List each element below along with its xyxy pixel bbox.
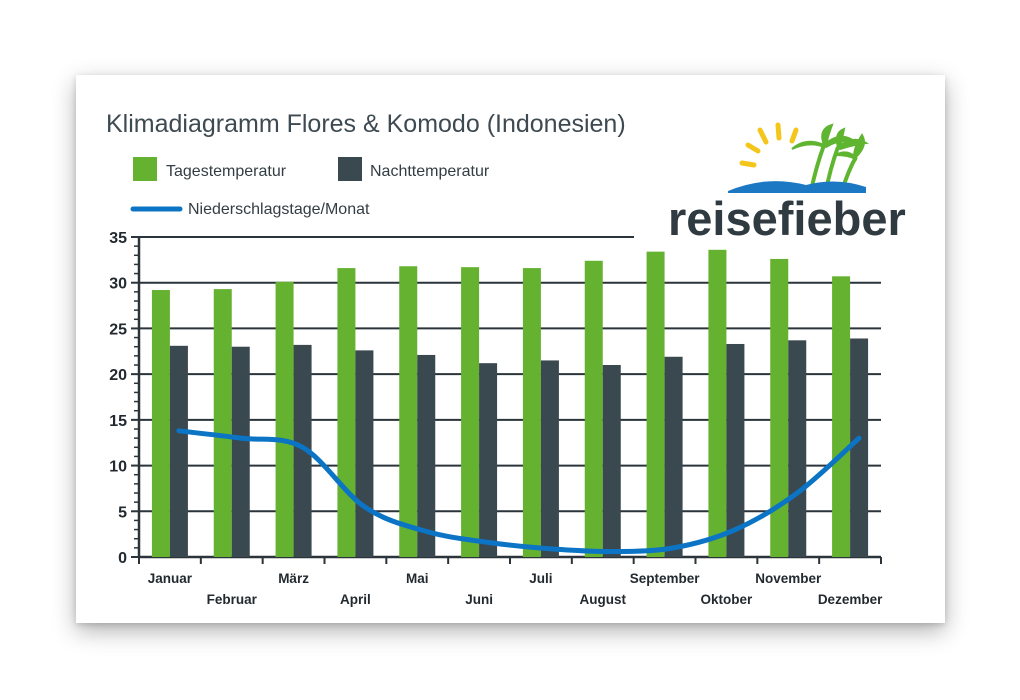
bar-night-temp bbox=[602, 365, 621, 557]
bar-day-temp bbox=[461, 267, 480, 557]
legend-swatch-day bbox=[133, 157, 157, 181]
legend-label-night: Nachttemperatur bbox=[370, 163, 490, 180]
bar-night-temp bbox=[850, 338, 869, 557]
x-category-label: Januar bbox=[148, 571, 193, 586]
y-tick-label: 30 bbox=[109, 276, 127, 293]
bar-day-temp bbox=[584, 260, 603, 557]
rain-days-line bbox=[176, 428, 862, 555]
x-category-label: Oktober bbox=[701, 592, 754, 607]
bar-night-temp bbox=[479, 363, 498, 557]
x-category-label: August bbox=[580, 592, 627, 607]
bar-night-temp bbox=[726, 343, 745, 557]
x-category-label: Dezember bbox=[818, 592, 883, 607]
bar-night-temp bbox=[664, 356, 683, 557]
x-category-label: März bbox=[278, 571, 309, 586]
bar-night-temp bbox=[540, 360, 559, 557]
bar-day-temp bbox=[646, 251, 665, 557]
rain-line bbox=[176, 428, 862, 555]
bar-day-temp bbox=[832, 276, 851, 557]
bar-night-temp bbox=[169, 345, 188, 557]
climate-chart: Klimadiagramm Flores & Komodo (Indonesie… bbox=[106, 110, 906, 607]
bar-day-temp bbox=[151, 290, 170, 557]
palm-tree-icon bbox=[791, 123, 870, 192]
legend-label-rain: Niederschlagstage/Monat bbox=[188, 201, 370, 218]
axes bbox=[131, 236, 882, 564]
bar-day-temp bbox=[213, 289, 232, 557]
y-tick-label: 20 bbox=[109, 367, 127, 384]
chart-title: Klimadiagramm Flores & Komodo (Indonesie… bbox=[106, 110, 626, 138]
bar-night-temp bbox=[293, 344, 312, 557]
bar-night-temp bbox=[788, 340, 807, 557]
x-category-label: November bbox=[755, 571, 822, 586]
x-category-label: Mai bbox=[406, 571, 429, 586]
legend-swatch-night bbox=[338, 157, 362, 181]
y-tick-label: 10 bbox=[109, 459, 127, 476]
bar-day-temp bbox=[708, 249, 727, 558]
bar-day-temp bbox=[337, 268, 356, 557]
chart-card: Klimadiagramm Flores & Komodo (Indonesie… bbox=[76, 75, 945, 623]
legend-label-day: Tagestemperatur bbox=[166, 163, 287, 180]
sun-icon bbox=[739, 122, 799, 182]
bar-night-temp bbox=[231, 346, 250, 557]
axis-labels: 0 5 10 15 20 25 30 35 Januar Februar Mär… bbox=[109, 230, 883, 607]
x-category-label: Juli bbox=[529, 571, 552, 586]
bar-day-temp bbox=[522, 268, 541, 557]
x-category-label: Juni bbox=[465, 592, 493, 607]
reisefieber-logo: reisefieber bbox=[668, 122, 906, 245]
y-tick-label: 5 bbox=[118, 504, 127, 521]
bar-day-temp bbox=[399, 266, 418, 557]
wave-icon bbox=[728, 181, 866, 193]
bar-night-temp bbox=[417, 354, 436, 557]
y-tick-label: 0 bbox=[118, 550, 127, 567]
bar-night-temp bbox=[355, 350, 374, 557]
x-category-label: September bbox=[630, 571, 701, 586]
y-tick-label: 15 bbox=[109, 413, 127, 430]
bar-day-temp bbox=[770, 258, 789, 557]
x-category-label: April bbox=[340, 592, 371, 607]
bar-day-temp bbox=[275, 281, 294, 557]
y-tick-label: 35 bbox=[109, 230, 127, 247]
logo-wordmark: reisefieber bbox=[668, 192, 906, 245]
x-category-label: Februar bbox=[207, 592, 258, 607]
y-tick-label: 25 bbox=[109, 321, 127, 338]
gridlines bbox=[139, 236, 881, 513]
